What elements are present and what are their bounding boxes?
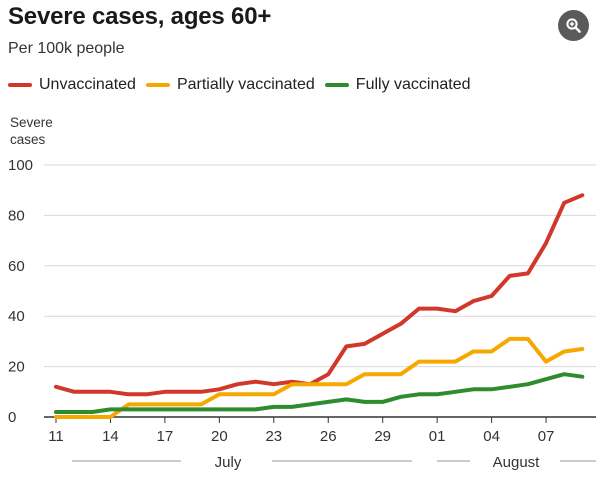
chart-subtitle: Per 100k people — [8, 40, 125, 57]
y-axis-label: Severe cases — [10, 115, 53, 147]
zoom-button[interactable] — [558, 10, 589, 41]
legend-swatch-unvaccinated — [8, 83, 32, 87]
y-tick-label-0: 0 — [8, 409, 16, 426]
legend-label-unvaccinated: Unvaccinated — [39, 76, 136, 93]
y-tick-label-20: 20 — [8, 359, 25, 376]
legend-item-unvaccinated: Unvaccinated — [8, 76, 136, 94]
x-tick-label-14: 14 — [102, 428, 119, 445]
x-tick-label-07: 07 — [538, 428, 555, 445]
series-line-fully-vaccinated — [54, 372, 585, 414]
x-tick-label-26: 26 — [320, 428, 337, 445]
magnifier-plus-icon — [566, 18, 581, 33]
y-tick-label-80: 80 — [8, 207, 25, 224]
series-line-partially-vaccinated — [54, 336, 585, 419]
legend-item-partially-vaccinated: Partially vaccinated — [145, 76, 315, 94]
legend-swatch-partially-vaccinated — [145, 83, 170, 87]
x-tick-label-23: 23 — [265, 428, 282, 445]
series-line-unvaccinated — [54, 193, 585, 397]
y-tick-label-40: 40 — [8, 308, 25, 325]
legend-swatch-fully-vaccinated — [324, 83, 349, 87]
legend-label-partially-vaccinated: Partially vaccinated — [176, 76, 315, 93]
chart-title: Severe cases, ages 60+ — [8, 3, 272, 30]
x-tick-label-11: 11 — [48, 428, 64, 445]
legend-item-fully-vaccinated: Fully vaccinated — [324, 76, 471, 94]
x-tick-label-20: 20 — [211, 428, 228, 445]
month-label-august: August — [493, 454, 541, 471]
x-tick-label-29: 29 — [374, 428, 391, 445]
y-tick-label-60: 60 — [8, 258, 25, 275]
chart-legend: Unvaccinated Partially vaccinated Fully … — [8, 74, 481, 96]
x-tick-label-04: 04 — [483, 428, 500, 445]
legend-label-fully-vaccinated: Fully vaccinated — [355, 76, 471, 93]
x-tick-label-01: 01 — [429, 428, 446, 445]
month-label-july: July — [215, 454, 242, 471]
y-tick-label-100: 100 — [8, 157, 33, 174]
x-tick-label-17: 17 — [157, 428, 174, 445]
